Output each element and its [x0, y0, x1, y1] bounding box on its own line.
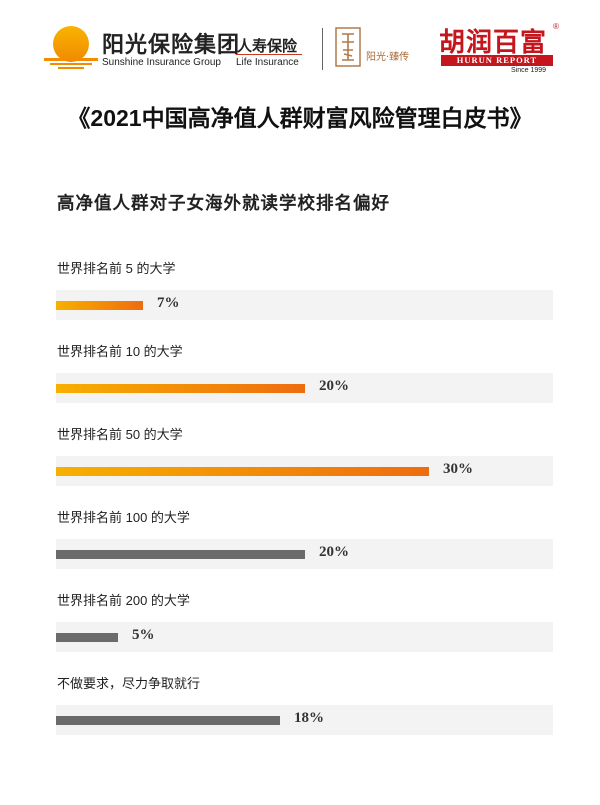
bar-row: 不做要求，尽力争取就行 18%	[0, 673, 600, 743]
category-label: 不做要求，尽力争取就行	[57, 676, 201, 691]
hurun-since: Since 1999	[511, 67, 547, 74]
bar-row: 世界排名前 200 的大学 5%	[0, 590, 600, 660]
sunshine-logo-icon	[44, 26, 98, 69]
category-label: 世界排名前 5 的大学	[57, 261, 176, 276]
bar-track: 18%	[56, 705, 553, 735]
bar	[56, 633, 118, 642]
hurun-report-banner: HURUN REPORT	[441, 55, 553, 66]
bar	[56, 301, 143, 310]
bar-track: 20%	[56, 373, 553, 403]
bar	[56, 467, 429, 476]
category-label: 世界排名前 10 的大学	[57, 344, 183, 359]
bar-row: 世界排名前 100 的大学 20%	[0, 507, 600, 577]
value-label: 18%	[294, 710, 324, 726]
category-label: 世界排名前 200 的大学	[57, 593, 190, 608]
hurun-registered-mark: ®	[553, 22, 559, 31]
value-label: 20%	[319, 378, 349, 394]
value-label: 30%	[443, 461, 473, 477]
life-insurance-cn: 人寿保险	[237, 38, 298, 55]
value-label: 5%	[132, 627, 155, 643]
bar-track: 5%	[56, 622, 553, 652]
hurun-brand-cn: 胡润百富	[439, 27, 548, 57]
life-insurance-en: Life Insurance	[236, 57, 299, 68]
value-label: 7%	[157, 295, 180, 311]
category-label: 世界排名前 100 的大学	[57, 510, 190, 525]
bar	[56, 550, 305, 559]
header-divider	[322, 28, 323, 70]
bar-track: 7%	[56, 290, 553, 320]
chart-title: 高净值人群对子女海外就读学校排名偏好	[57, 193, 390, 213]
life-insurance-underline	[236, 54, 302, 55]
logo-header: 阳光保险集团 Sunshine Insurance Group 人寿保险 Lif…	[0, 0, 600, 90]
zhenchuan-seal-icon	[335, 27, 361, 67]
bar-row: 世界排名前 50 的大学 30%	[0, 424, 600, 494]
sunshine-brand-en: Sunshine Insurance Group	[102, 57, 221, 68]
category-label: 世界排名前 50 的大学	[57, 427, 183, 442]
bar-row: 世界排名前 5 的大学 7%	[0, 258, 600, 328]
bar	[56, 384, 305, 393]
report-title: 《2021中国高净值人群财富风险管理白皮书》	[67, 105, 533, 131]
bar-track: 20%	[56, 539, 553, 569]
bar-row: 世界排名前 10 的大学 20%	[0, 341, 600, 411]
yangguang-zhenchuan-text: 阳光·臻传	[366, 52, 410, 63]
bar-track: 30%	[56, 456, 553, 486]
sunshine-brand-cn: 阳光保险集团	[102, 32, 241, 57]
value-label: 20%	[319, 544, 349, 560]
bar	[56, 716, 280, 725]
